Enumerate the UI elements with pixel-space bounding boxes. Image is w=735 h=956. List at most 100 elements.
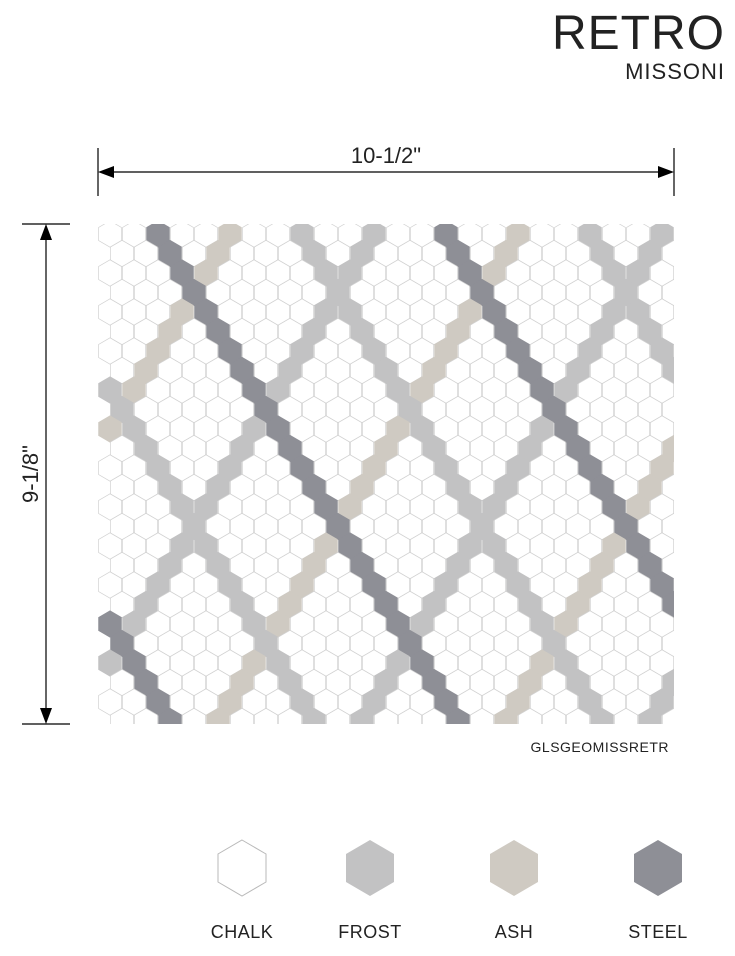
hex-tile-chalk	[266, 298, 290, 326]
hex-tile-ash	[410, 376, 434, 404]
hex-tile-chalk	[446, 629, 470, 658]
hex-tile-chalk	[158, 629, 182, 658]
hex-tile-steel	[171, 728, 194, 754]
hex-tile-chalk	[302, 668, 326, 697]
hex-tile-ash	[554, 610, 578, 638]
hex-tile-chalk	[110, 317, 134, 346]
hex-tile-chalk	[206, 434, 230, 463]
hex-tile-frost	[410, 610, 434, 638]
hex-tile-ash	[206, 707, 230, 724]
hex-tile-chalk	[699, 572, 722, 598]
hex-tile-chalk	[614, 551, 638, 580]
hex-tile-chalk	[482, 337, 506, 365]
hex-tile-chalk	[699, 221, 722, 247]
hex-tile-chalk	[326, 317, 350, 346]
hex-tile-frost	[266, 376, 290, 404]
hex-tile-ash	[374, 434, 398, 463]
hex-tile-chalk	[254, 668, 278, 697]
hex-tile-steel	[134, 668, 158, 697]
hex-tile-chalk	[338, 688, 362, 716]
hex-tile-chalk	[590, 512, 614, 541]
hex-tile-chalk	[158, 434, 182, 463]
hex-tile-steel	[699, 650, 722, 676]
hex-tile-chalk	[675, 533, 698, 559]
hex-tile-chalk	[638, 434, 662, 463]
hex-tile-frost	[494, 551, 518, 580]
hex-tile-chalk	[650, 415, 674, 443]
hex-tile-steel	[170, 259, 194, 287]
hex-tile-chalk	[711, 630, 734, 656]
hex-tile-chalk	[302, 629, 326, 658]
hex-tile-chalk	[386, 337, 410, 365]
hex-tile-chalk	[182, 395, 206, 424]
hex-tile-frost	[650, 688, 674, 716]
hex-tile-chalk	[626, 224, 650, 248]
hex-tile-ash	[518, 668, 542, 697]
hex-tile-chalk	[458, 415, 482, 443]
hex-tile-chalk	[614, 473, 638, 502]
hex-tile-chalk	[482, 688, 506, 716]
hex-tile-chalk	[218, 259, 242, 287]
hex-tile-chalk	[482, 571, 506, 599]
hex-tile-chalk	[267, 728, 290, 754]
hex-tile-chalk	[662, 551, 674, 580]
hex-tile-chalk	[122, 224, 146, 248]
hex-tile-chalk	[386, 532, 410, 560]
hex-tile-chalk	[494, 629, 518, 658]
hex-tile-chalk	[662, 473, 674, 502]
hex-tile-chalk	[314, 454, 338, 482]
hex-tile-chalk	[242, 337, 266, 365]
hex-tile-ash	[446, 317, 470, 346]
hex-tile-frost	[530, 415, 554, 443]
hex-tile-chalk	[662, 239, 674, 268]
hex-tile-frost	[314, 298, 338, 326]
hex-tile-chalk	[458, 610, 482, 638]
swatch-label-chalk: CHALK	[210, 922, 274, 942]
swatch-frost: FROST	[330, 838, 410, 943]
hex-tile-chalk	[362, 298, 386, 326]
hex-tile-chalk	[374, 395, 398, 424]
hex-tile-steel	[362, 571, 386, 599]
hex-tile-chalk	[266, 493, 290, 521]
hex-tile-frost	[566, 356, 590, 385]
hex-tile-chalk	[398, 512, 422, 541]
hex-tile-chalk	[446, 512, 470, 541]
hex-tile-chalk	[194, 688, 218, 716]
hex-tile-frost	[422, 590, 446, 619]
hex-tile-chalk	[530, 493, 554, 521]
hex-tile-chalk	[566, 239, 590, 268]
hex-tile-steel	[458, 259, 482, 287]
hex-tile-ash	[386, 415, 410, 443]
hex-tile-steel	[482, 298, 506, 326]
hex-tile-chalk	[662, 512, 674, 541]
hex-tile-chalk	[302, 512, 326, 541]
hex-tile-chalk	[98, 224, 122, 248]
hex-tile-chalk	[506, 298, 530, 326]
hex-tile-frost	[182, 512, 206, 541]
hex-tile-chalk	[314, 649, 338, 677]
hex-tile-frost	[578, 688, 602, 716]
hex-tile-chalk	[314, 224, 338, 248]
hex-tile-ash	[350, 473, 374, 502]
hex-tile-chalk	[134, 317, 158, 346]
hex-tile-ash	[194, 259, 218, 287]
hex-tile-chalk	[554, 224, 578, 248]
hex-tile-frost	[122, 415, 146, 443]
hex-tile-chalk	[398, 668, 422, 697]
hex-tile-ash	[314, 532, 338, 560]
hex-tile-steel	[506, 337, 530, 365]
hex-tile-frost	[386, 376, 410, 404]
hex-tile-chalk	[482, 415, 506, 443]
hex-tile-chalk	[338, 610, 362, 638]
hex-tile-chalk	[699, 494, 722, 520]
hex-tile-steel	[122, 649, 146, 677]
hex-tile-chalk	[218, 532, 242, 560]
hex-tile-chalk	[614, 707, 638, 724]
hex-tile-chalk	[278, 473, 302, 502]
hex-tile-chalk	[290, 415, 314, 443]
hex-tile-steel	[410, 649, 434, 677]
hex-tile-chalk	[386, 259, 410, 287]
hex-tile-chalk	[410, 298, 434, 326]
hex-tile-chalk	[218, 649, 242, 677]
